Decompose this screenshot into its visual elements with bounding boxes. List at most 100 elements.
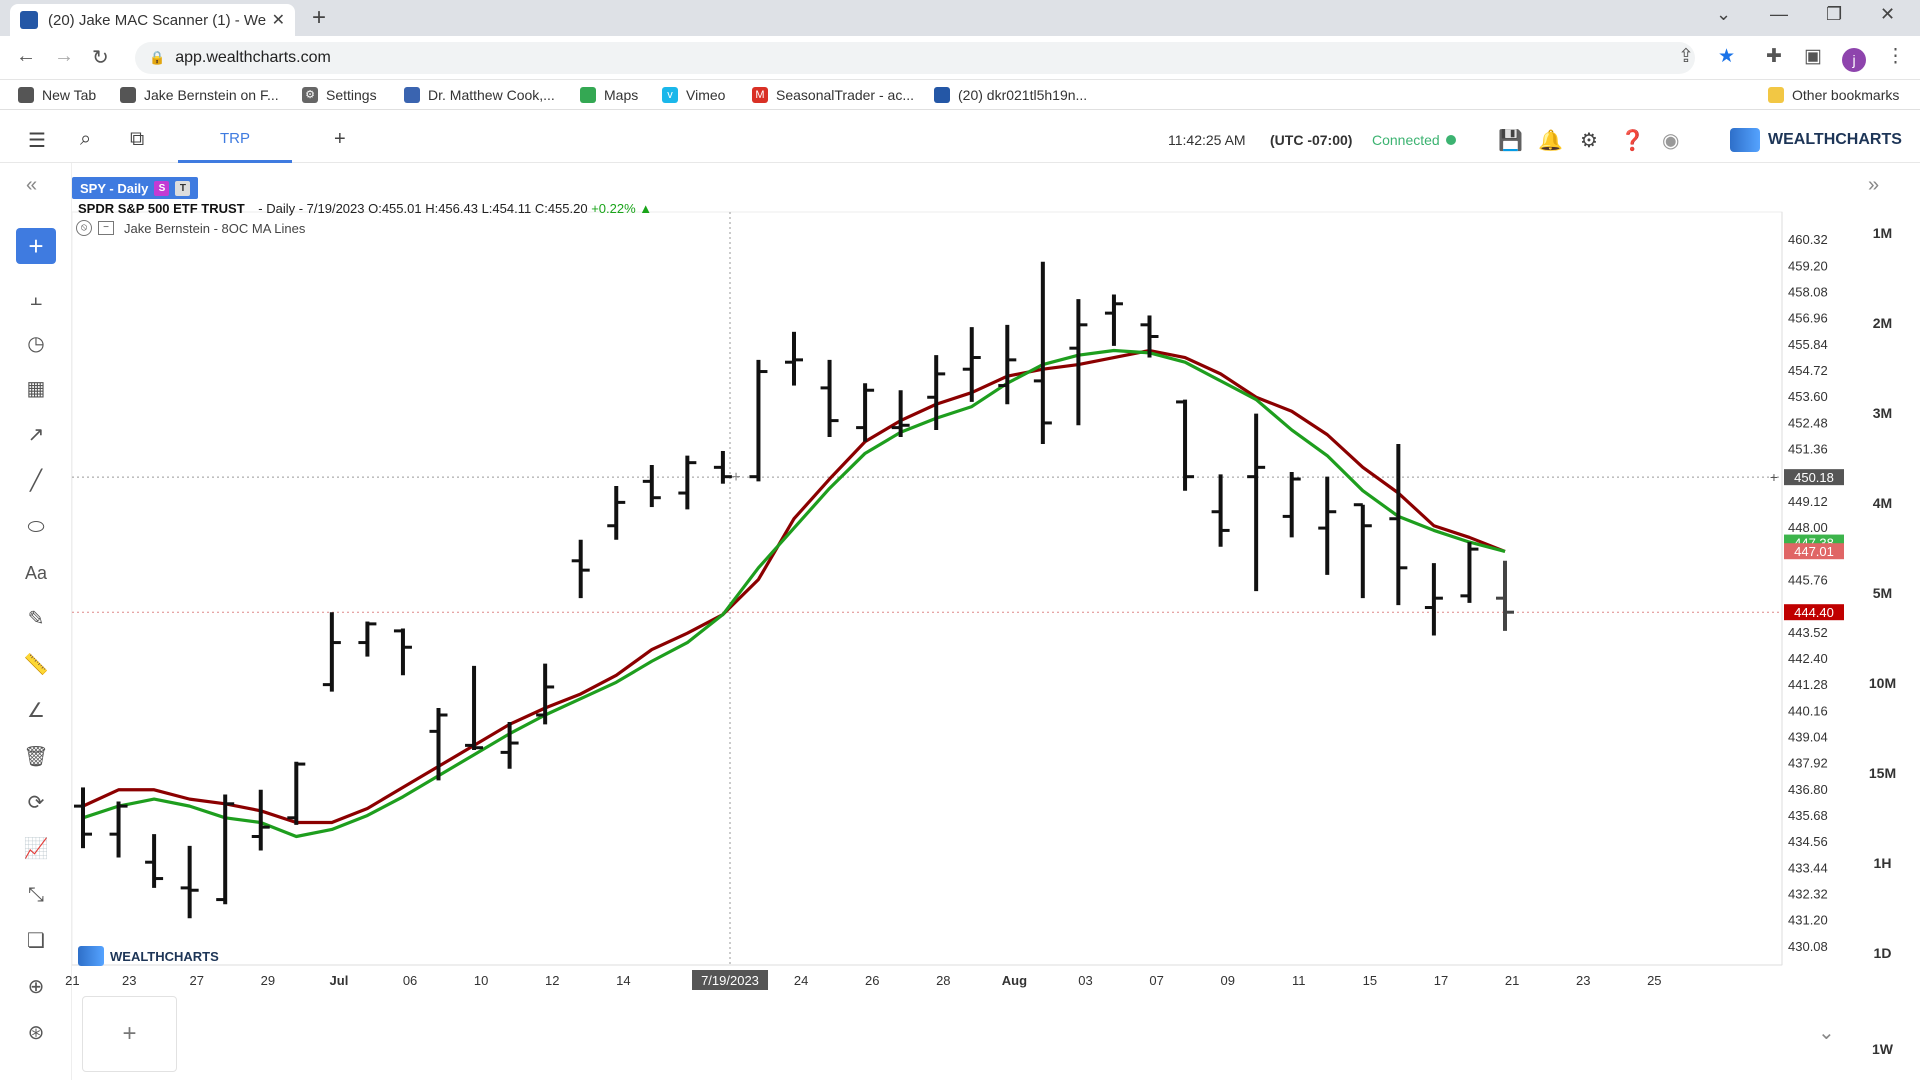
globe-icon[interactable]: ⊛ bbox=[27, 1022, 45, 1044]
ma-line-green bbox=[82, 348, 1506, 839]
price-badge bbox=[1784, 604, 1844, 621]
forward-arrow-icon[interactable]: → bbox=[54, 45, 74, 67]
timeframe-10m[interactable]: 10M bbox=[1868, 675, 1897, 691]
globe-icon bbox=[18, 87, 34, 103]
bookmark-maps[interactable]: Maps bbox=[580, 87, 638, 103]
bookmark-dkr021[interactable]: (20) dkr021tl5h19n... bbox=[934, 87, 1087, 103]
search-icon[interactable]: ⌕ bbox=[80, 128, 92, 150]
alerts-bell-icon[interactable]: 🔔 bbox=[1538, 130, 1563, 152]
badge-t[interactable]: T bbox=[175, 180, 191, 196]
price-badge-label: 447.01 bbox=[1794, 544, 1834, 559]
angle-icon[interactable]: ∠ bbox=[27, 700, 45, 722]
close-tab-icon[interactable]: ✕ bbox=[271, 12, 285, 29]
x-tick-label: 14 bbox=[616, 973, 630, 988]
bookmark-seasonaltrader[interactable]: M SeasonalTrader - ac... bbox=[752, 87, 914, 103]
y-tick-label: 436.80 bbox=[1788, 782, 1828, 797]
bookmark-star-icon[interactable]: ★ bbox=[1718, 46, 1736, 67]
trend-icon[interactable]: ↗ bbox=[27, 424, 45, 446]
hamburger-menu-icon[interactable]: ☰ bbox=[28, 130, 46, 152]
restore-window-icon[interactable]: ❐ bbox=[1826, 4, 1843, 24]
y-tick-label: 445.76 bbox=[1788, 572, 1828, 587]
ruler-icon[interactable]: 📏 bbox=[23, 654, 49, 676]
expand-bottom-icon[interactable]: ⌄ bbox=[1818, 1022, 1835, 1044]
side-panel-icon[interactable]: ▣ bbox=[1804, 46, 1822, 67]
pattern-icon[interactable]: ⤡ bbox=[28, 884, 44, 906]
bookmark-settings[interactable]: ⚙ Settings bbox=[302, 87, 377, 103]
templates-icon[interactable]: ❏ bbox=[27, 930, 45, 952]
minimize-window-icon[interactable]: — bbox=[1770, 4, 1788, 24]
chart-watermark: WEALTHCHARTS bbox=[78, 946, 219, 966]
close-window-icon[interactable]: ✕ bbox=[1880, 4, 1896, 24]
shapes-icon[interactable]: ⬭ bbox=[27, 516, 45, 538]
timeframe-4m[interactable]: 4M bbox=[1872, 495, 1893, 511]
y-tick-label: 451.36 bbox=[1788, 442, 1828, 457]
share-icon[interactable]: ⇪ bbox=[1678, 46, 1694, 67]
timeframe-1w[interactable]: 1W bbox=[1872, 1041, 1893, 1057]
calendar-icon[interactable]: ▦ bbox=[26, 378, 46, 400]
timeframe-1h[interactable]: 1H bbox=[1873, 855, 1892, 871]
bookmark-vimeo[interactable]: v Vimeo bbox=[662, 87, 725, 103]
refresh-icon[interactable]: ⟳ bbox=[27, 792, 45, 814]
plot-frame bbox=[71, 211, 1783, 966]
tab-search-chevron-icon[interactable]: ⌄ bbox=[1716, 4, 1732, 24]
y-tick-label: 431.20 bbox=[1788, 913, 1828, 928]
timeframe-3m[interactable]: 3M bbox=[1872, 405, 1893, 421]
save-icon[interactable]: 💾 bbox=[1498, 130, 1523, 152]
bookmark-jake-bernstein[interactable]: Jake Bernstein on F... bbox=[120, 87, 279, 103]
layouts-icon[interactable]: ⧉ bbox=[130, 128, 145, 150]
timeframe-15m[interactable]: 15M bbox=[1868, 765, 1897, 781]
url-omnibox[interactable]: 🔒 app.wealthcharts.com bbox=[135, 42, 1695, 74]
x-tick-label: 03 bbox=[1078, 973, 1092, 988]
indicator-legend[interactable]: ⦸ − Jake Bernstein - 8OC MA Lines bbox=[76, 220, 305, 236]
tab-trp[interactable]: TRP bbox=[178, 118, 292, 163]
help-icon[interactable]: ❓ bbox=[1620, 130, 1645, 152]
collapse-right-icon[interactable]: » bbox=[1868, 174, 1880, 196]
back-arrow-icon[interactable]: ← bbox=[16, 45, 36, 67]
bookmark-new-tab[interactable]: New Tab bbox=[18, 87, 96, 103]
crosshair-icon[interactable]: ⊕ bbox=[27, 976, 45, 998]
other-bookmarks-folder[interactable]: Other bookmarks bbox=[1768, 87, 1899, 103]
user-avatar-icon[interactable]: ◉ bbox=[1662, 130, 1680, 152]
timeframe-2m[interactable]: 2M bbox=[1872, 315, 1893, 331]
collapse-indicator-icon[interactable]: − bbox=[98, 221, 114, 235]
add-pane-button[interactable]: + bbox=[82, 996, 177, 1072]
add-tool-button[interactable]: + bbox=[16, 228, 56, 264]
extensions-puzzle-icon[interactable]: ✚ bbox=[1766, 46, 1782, 67]
visibility-icon[interactable]: ⦸ bbox=[76, 220, 92, 236]
x-tick-label: 15 bbox=[1363, 973, 1377, 988]
line-chart-icon[interactable]: 📈 bbox=[23, 838, 49, 860]
x-tick-label: 26 bbox=[865, 973, 879, 988]
clock-icon[interactable]: ◷ bbox=[27, 333, 45, 355]
browser-menu-icon[interactable]: ⋮ bbox=[1886, 46, 1905, 67]
profile-avatar[interactable]: j bbox=[1842, 48, 1866, 72]
timeframe-5m[interactable]: 5M bbox=[1872, 585, 1893, 601]
timeframe-1m[interactable]: 1M bbox=[1872, 225, 1893, 241]
indicators-icon[interactable]: ⫠ bbox=[29, 288, 43, 310]
add-tab-button[interactable]: + bbox=[334, 128, 346, 150]
wealthcharts-logo-icon bbox=[1730, 128, 1760, 152]
pencil-icon[interactable]: ✎ bbox=[27, 608, 45, 630]
bookmark-dr-matthew-cook[interactable]: Dr. Matthew Cook,... bbox=[404, 87, 555, 103]
y-tick-label: 443.52 bbox=[1788, 625, 1828, 640]
badge-s[interactable]: S bbox=[154, 180, 170, 196]
y-tick-label: 456.96 bbox=[1788, 311, 1828, 326]
new-tab-button[interactable]: + bbox=[312, 4, 327, 31]
reload-icon[interactable]: ↻ bbox=[92, 47, 109, 69]
trash-icon[interactable]: 🗑 bbox=[23, 746, 49, 768]
symbol-tag[interactable]: SPY - Daily S T bbox=[72, 177, 199, 199]
gear-icon[interactable]: ⚙ bbox=[1580, 130, 1598, 152]
collapse-left-icon[interactable]: « bbox=[26, 174, 38, 196]
timeframe-1d[interactable]: 1D bbox=[1873, 945, 1892, 961]
ma-line-red bbox=[82, 348, 1506, 825]
text-tool-icon[interactable]: Aa bbox=[24, 563, 48, 583]
price-badge bbox=[1784, 543, 1844, 560]
price-badge-label: 450.18 bbox=[1794, 470, 1834, 485]
y-tick-label: 460.32 bbox=[1788, 232, 1828, 247]
timezone-display[interactable]: (UTC -07:00) bbox=[1270, 132, 1353, 148]
wealthcharts-logo-icon bbox=[78, 946, 104, 966]
x-tick-label: 23 bbox=[1576, 973, 1590, 988]
browser-tab[interactable]: (20) Jake MAC Scanner (1) - Weal ✕ bbox=[10, 4, 295, 36]
bookmarks-bar: New Tab Jake Bernstein on F... ⚙ Settings… bbox=[0, 80, 1920, 110]
line-tool-icon[interactable]: ╱ bbox=[29, 470, 43, 492]
